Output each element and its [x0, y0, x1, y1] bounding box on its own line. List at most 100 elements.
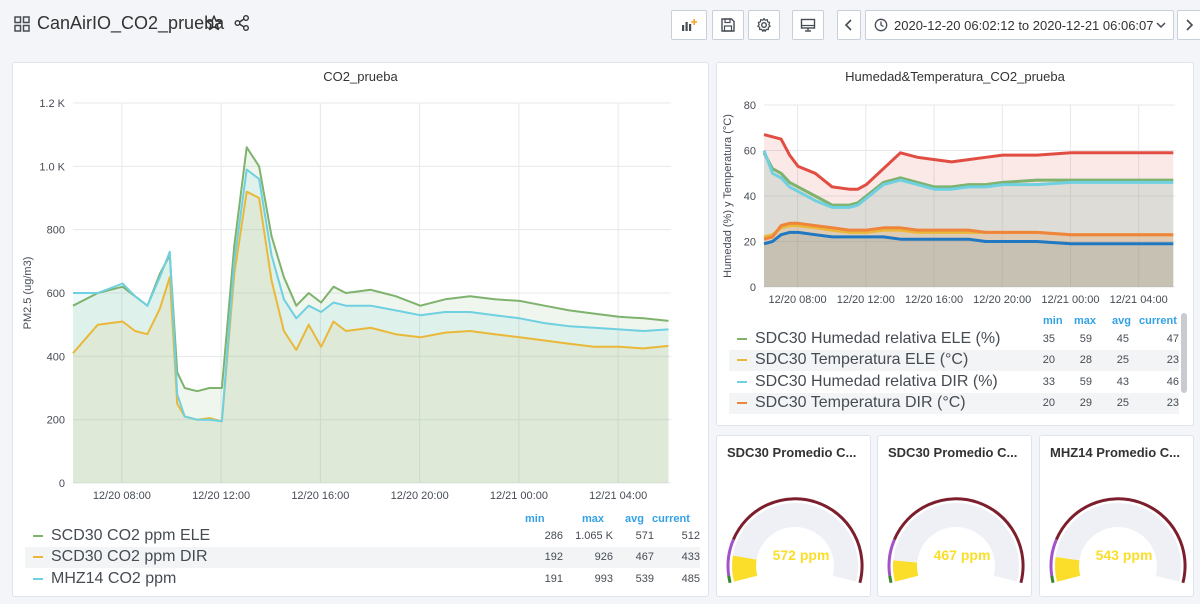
gauge-threshold-purple [726, 539, 735, 576]
legend-value-min: 191 [544, 572, 563, 585]
x-tick-label: 12/21 00:00 [490, 490, 548, 502]
y-tick-label: 600 [47, 288, 65, 300]
legend-value-current: 433 [681, 551, 700, 563]
legend-value-min: 20 [1042, 397, 1055, 409]
series-line [72, 190, 669, 423]
legend-swatch [33, 577, 43, 580]
co2-panel-title[interactable]: CO2_prueba [323, 69, 398, 84]
y-tick-label: 20 [744, 237, 756, 249]
dashboard-title[interactable]: CanAirIO_CO2_prueba [37, 13, 225, 33]
legend-header-min[interactable]: min [525, 513, 545, 525]
x-tick-label: 12/20 08:00 [93, 490, 151, 502]
gauge-chart: 543 ppm [1049, 497, 1187, 584]
gauge-threshold-purple [1049, 539, 1058, 576]
legend-series-name: SCD30 CO2 ppm DIR [51, 548, 208, 565]
y-tick-label: 1.0 K [39, 161, 65, 173]
star-icon[interactable] [205, 14, 223, 32]
legend-row[interactable]: MHZ14 CO2 ppm 191 993 539 485 [25, 568, 700, 589]
settings-button[interactable] [748, 10, 780, 40]
gauge-threshold-purple [887, 539, 896, 576]
time-forward-button[interactable] [1177, 10, 1200, 40]
time-back-button[interactable] [837, 10, 861, 40]
legend-value-avg: 45 [1116, 332, 1129, 345]
legend-value-max: 29 [1079, 397, 1092, 409]
legend-series-name: SDC30 Humedad relativa DIR (%) [755, 372, 998, 390]
gauge-threshold-red [732, 497, 864, 584]
gauge-title[interactable]: MHZ14 Promedio C... [1050, 445, 1181, 460]
legend-value-max: 59 [1079, 332, 1092, 345]
legend-header-avg[interactable]: avg [625, 513, 644, 525]
co2-panel: CO2_prueba 0 200 400 600 800 1.0 K 1.2 K 12/20 … [12, 62, 709, 597]
series-area [764, 152, 1174, 287]
y-tick-label: 0 [750, 282, 756, 294]
legend-scrollbar[interactable] [1181, 313, 1187, 393]
series-line [763, 230, 1174, 246]
legend-swatch [33, 556, 43, 558]
save-dashboard-button[interactable] [712, 10, 744, 40]
legend-value-current: 47 [1166, 332, 1179, 345]
gauge-threshold-red [1055, 497, 1187, 584]
hum-legend-header-current[interactable]: current [1139, 315, 1177, 327]
add-panel-icon [682, 19, 697, 31]
series-area [73, 191, 669, 483]
legend-value-avg: 43 [1116, 375, 1129, 388]
legend-series-name: SDC30 Humedad relativa ELE (%) [755, 329, 1001, 347]
legend-series-name: SDC30 Temperatura ELE (°C) [755, 351, 969, 368]
legend-row[interactable]: SDC30 Humedad relativa ELE (%) 35 59 45 47 [729, 328, 1179, 349]
legend-value-min: 20 [1042, 354, 1055, 366]
gauge-track [1055, 503, 1181, 582]
chevron-left-icon [844, 19, 852, 31]
legend-row[interactable]: SCD30 CO2 ppm ELE 286 1.065 K 571 512 [25, 525, 700, 546]
clock-icon [874, 18, 888, 32]
gauge-panel-mhz14: MHZ14 Promedio C... 543 ppm [1039, 435, 1194, 597]
y-axis-label: PM2.5 (ug/m3) [22, 257, 34, 330]
gauge-title[interactable]: SDC30 Promedio C... [888, 445, 1018, 460]
x-tick-label: 12/20 20:00 [973, 294, 1031, 306]
add-panel-button[interactable] [671, 10, 707, 40]
legend-row[interactable]: SDC30 Temperatura ELE (°C) 20 28 25 23 [729, 349, 1179, 371]
hum-legend-header-min[interactable]: min [1043, 315, 1063, 327]
hum-legend-header-max[interactable]: max [1074, 315, 1097, 327]
co2-chart[interactable]: 0 200 400 600 800 1.0 K 1.2 K 12/20 08:00 12/20 … [13, 63, 710, 563]
legend-swatch [33, 534, 43, 537]
x-tick-label: 12/21 00:00 [1041, 294, 1099, 306]
gauge-chart: 467 ppm [887, 497, 1025, 584]
legend-row[interactable]: SDC30 Temperatura DIR (°C) 20 29 25 23 [729, 392, 1179, 414]
share-icon[interactable] [233, 14, 251, 32]
legend-header-max[interactable]: max [582, 513, 605, 525]
gauge-threshold-green [888, 575, 893, 584]
legend-value-current: 512 [681, 529, 700, 542]
legend-value-max: 926 [594, 551, 613, 563]
legend-value-min: 286 [544, 529, 563, 542]
legend-header-current[interactable]: current [652, 513, 690, 525]
gauge-track [732, 503, 858, 582]
gauge-value-fill [732, 555, 758, 582]
time-range-label: 2020-12-20 06:02:12 to 2020-12-21 06:06:… [894, 17, 1154, 33]
y-tick-label: 200 [47, 415, 65, 427]
legend-value-max: 1.065 K [575, 529, 613, 542]
x-tick-label: 12/21 04:00 [1110, 294, 1168, 306]
legend-value-current: 23 [1166, 397, 1179, 409]
legend-row[interactable]: SDC30 Humedad relativa DIR (%) 33 59 43 46 [729, 371, 1179, 392]
dashboard-toolbar: CanAirIO_CO2_prueba [0, 0, 1200, 50]
grid-icon[interactable] [14, 16, 30, 32]
legend-row[interactable]: SCD30 CO2 ppm DIR 192 926 467 433 [25, 546, 700, 568]
tv-mode-button[interactable] [792, 10, 824, 40]
humidity-temperature-chart[interactable]: 0 20 40 60 80 12/20 08:00 12/20 12:00 12/20 16:… [717, 63, 1195, 313]
legend-value-current: 46 [1166, 375, 1179, 388]
gauge-panel-scd30-ele: SDC30 Promedio C... 572 ppm [716, 435, 871, 597]
hum-legend-header-avg[interactable]: avg [1112, 315, 1131, 327]
humidity-panel-title[interactable]: Humedad&Temperatura_CO2_prueba [845, 69, 1065, 84]
y-tick-label: 0 [59, 478, 65, 490]
y-tick-label: 40 [744, 191, 756, 203]
chevron-right-icon [1186, 19, 1194, 31]
time-range-picker[interactable]: 2020-12-20 06:02:12 to 2020-12-21 06:06:… [865, 10, 1174, 40]
gauge-title[interactable]: SDC30 Promedio C... [727, 445, 857, 460]
gauge-value-label: 543 ppm [1096, 547, 1153, 563]
gauge-panel-scd30-dir: SDC30 Promedio C... 467 ppm [877, 435, 1032, 597]
legend-value-avg: 571 [635, 529, 654, 542]
series-line [763, 133, 1174, 191]
tv-mode-icon [800, 18, 816, 32]
legend-swatch [737, 359, 747, 361]
y-tick-label: 80 [744, 100, 756, 112]
